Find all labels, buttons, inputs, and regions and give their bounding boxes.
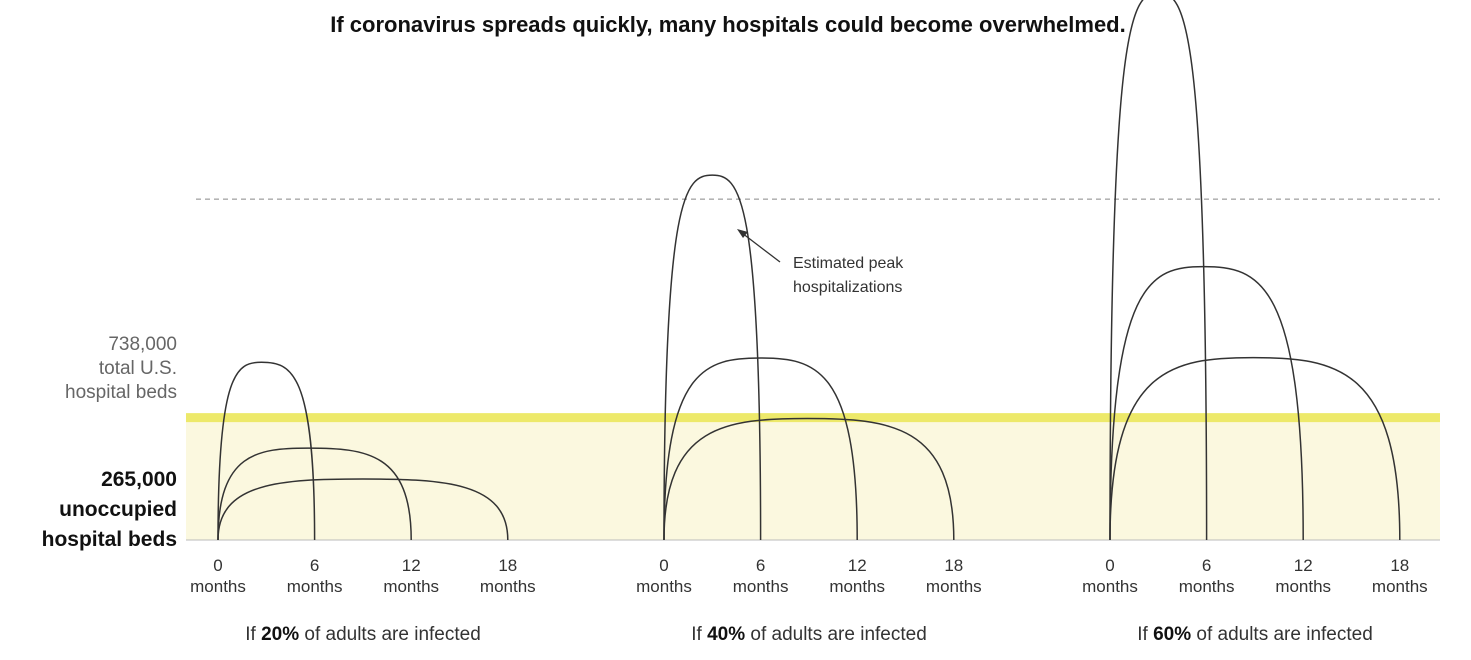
unoccupied-beds-label: 265,000 unoccupied hospital beds	[42, 468, 177, 551]
curve-12-months	[1109, 265, 1304, 541]
tick-unit-label: months	[1275, 577, 1331, 596]
total-beds-line-2: total U.S.	[99, 358, 177, 379]
tick-unit-label: months	[926, 577, 982, 596]
panel-40pct: 0 months 6 months 12 months 18 months If 40% of …	[636, 174, 982, 645]
unoccupied-beds-line-3: hospital beds	[42, 528, 177, 551]
total-beds-value: 738,000	[108, 334, 177, 355]
unoccupied-beds-line-2: unoccupied	[59, 498, 177, 521]
annotation-arrowhead	[737, 229, 748, 238]
annotation-line-2: hospitalizations	[793, 279, 902, 296]
curve-6-months	[217, 361, 316, 541]
tick-unit-label: months	[383, 577, 439, 596]
curve-12-months	[217, 447, 412, 541]
unoccupied-beds-value: 265,000	[101, 468, 177, 491]
tick-label-18: 18	[944, 556, 963, 575]
tick-label-18: 18	[1390, 556, 1409, 575]
total-beds-label: 738,000 total U.S. hospital beds	[65, 334, 177, 403]
curve-12-months	[663, 357, 858, 541]
panel-label: If 60% of adults are infected	[1137, 624, 1373, 645]
panel-60pct: 0 months 6 months 12 months 18 months If 60% of …	[1082, 0, 1428, 645]
curve-6-months	[1109, 0, 1208, 541]
scenario-panels: 0 months 6 months 12 months 18 months If 20% of …	[190, 0, 1428, 645]
chart-title: If coronavirus spreads quickly, many hos…	[330, 12, 1126, 37]
annotation-line-1: Estimated peak	[793, 255, 904, 272]
panel-label: If 40% of adults are infected	[691, 624, 927, 645]
tick-label-12: 12	[402, 556, 421, 575]
tick-unit-label: months	[190, 577, 246, 596]
tick-unit-label: months	[1179, 577, 1235, 596]
tick-unit-label: months	[1082, 577, 1138, 596]
tick-label-18: 18	[498, 556, 517, 575]
tick-unit-label: months	[480, 577, 536, 596]
curve-18-months	[1109, 356, 1401, 541]
panel-20pct: 0 months 6 months 12 months 18 months If 20% of …	[190, 361, 536, 645]
curve-6-months	[663, 174, 762, 541]
curve-18-months	[663, 417, 955, 541]
curve-18-months	[217, 478, 509, 541]
tick-label-12: 12	[1294, 556, 1313, 575]
tick-label-12: 12	[848, 556, 867, 575]
panel-label: If 20% of adults are infected	[245, 624, 481, 645]
tick-unit-label: months	[829, 577, 885, 596]
tick-label-6: 6	[1202, 556, 1211, 575]
tick-unit-label: months	[287, 577, 343, 596]
tick-label-0: 0	[659, 556, 668, 575]
tick-unit-label: months	[1372, 577, 1428, 596]
tick-label-0: 0	[213, 556, 222, 575]
tick-label-6: 6	[310, 556, 319, 575]
peak-annotation: Estimated peak hospitalizations	[737, 229, 904, 296]
tick-label-0: 0	[1105, 556, 1114, 575]
tick-unit-label: months	[733, 577, 789, 596]
tick-unit-label: months	[636, 577, 692, 596]
tick-label-6: 6	[756, 556, 765, 575]
annotation-arrow	[741, 232, 781, 263]
total-beds-line-3: hospital beds	[65, 382, 177, 403]
